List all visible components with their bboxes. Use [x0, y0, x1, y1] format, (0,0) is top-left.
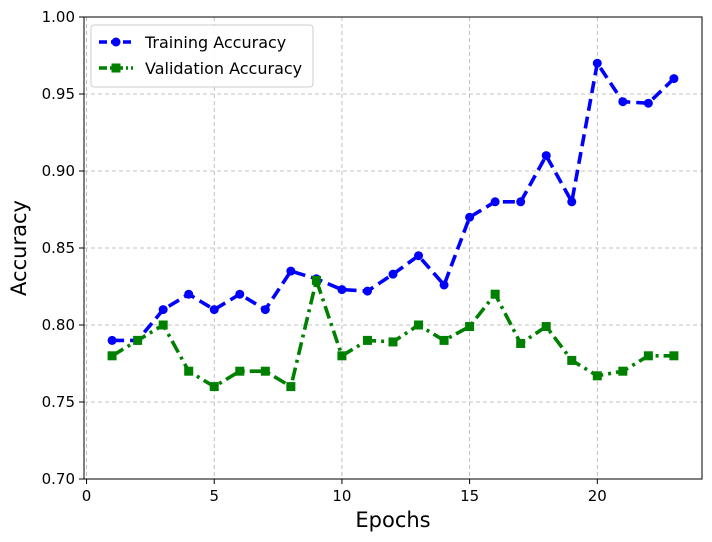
series-0-point — [439, 280, 449, 290]
y-tick-label: 0.95 — [42, 85, 75, 103]
series-1-point — [111, 63, 121, 73]
series-0-point — [516, 197, 526, 207]
series-1-point — [184, 366, 194, 376]
series-0-point — [669, 74, 679, 84]
series-1 — [107, 275, 679, 392]
series-0-point — [209, 305, 219, 315]
y-tick-label: 1.00 — [42, 8, 75, 26]
x-tick-label: 20 — [588, 487, 607, 505]
series-0-point — [465, 212, 475, 222]
series-0-point — [541, 151, 551, 161]
x-tick-label: 0 — [82, 487, 92, 505]
series-1-point — [439, 335, 449, 345]
series-1-point — [260, 366, 270, 376]
x-tick-label: 10 — [332, 487, 351, 505]
series-0-point — [107, 335, 117, 345]
ticks: 0 5 10 15 20 0.70 0.75 0.80 0.85 0.90 0.95 1.00 — [42, 8, 607, 505]
legend-label: Validation Accuracy — [145, 59, 302, 78]
series-1-point — [618, 366, 628, 376]
series-1-line — [111, 278, 674, 389]
series-0-point — [490, 197, 500, 207]
series-0-point — [618, 97, 628, 107]
legend-item: Validation Accuracy — [99, 59, 302, 78]
series-1-point — [133, 335, 143, 345]
series-0-point — [643, 98, 653, 108]
series-0 — [107, 58, 679, 345]
legend-box — [90, 24, 314, 88]
legend: Training Accuracy Validation Accuracy — [90, 24, 314, 88]
series-1-point — [643, 351, 653, 361]
series-0-point — [337, 285, 347, 295]
series-1-point — [209, 382, 219, 392]
series-0-point — [184, 289, 194, 299]
series-0-point — [388, 269, 398, 279]
series-1-point — [669, 351, 679, 361]
series-0-point — [362, 286, 372, 296]
series-0-point — [286, 266, 296, 276]
series-1-point — [465, 322, 475, 332]
y-tick-label: 0.80 — [42, 316, 75, 334]
y-axis-title: Accuracy — [7, 200, 31, 296]
series-1-point — [541, 322, 551, 332]
y-tick-label: 0.70 — [42, 470, 75, 488]
series-1-point — [235, 366, 245, 376]
series-1-point — [337, 351, 347, 361]
y-tick-label: 0.90 — [42, 162, 75, 180]
series-0-point — [111, 37, 121, 47]
series-1-point — [107, 351, 117, 361]
series-0-point — [414, 251, 424, 261]
x-tick-label: 5 — [209, 487, 219, 505]
series-1-point — [516, 338, 526, 348]
series-0-point — [158, 305, 168, 315]
series-layer — [107, 58, 679, 392]
series-1-point — [567, 355, 577, 365]
series-0-point — [567, 197, 577, 207]
series-1-point — [592, 371, 602, 381]
series-1-point — [311, 275, 321, 285]
series-1-point — [286, 382, 296, 392]
series-0-point — [235, 289, 245, 299]
series-0-point — [592, 58, 602, 68]
x-axis-title: Epochs — [355, 508, 430, 532]
legend-item: Training Accuracy — [99, 33, 286, 52]
series-0-point — [260, 305, 270, 315]
y-tick-label: 0.85 — [42, 239, 75, 257]
x-tick-label: 15 — [460, 487, 479, 505]
y-tick-label: 0.75 — [42, 393, 75, 411]
series-1-point — [158, 320, 168, 330]
legend-label: Training Accuracy — [144, 33, 286, 52]
series-1-point — [362, 335, 372, 345]
series-1-point — [414, 320, 424, 330]
series-0-line — [112, 61, 676, 343]
series-1-point — [490, 289, 500, 299]
series-1-point — [388, 337, 398, 347]
